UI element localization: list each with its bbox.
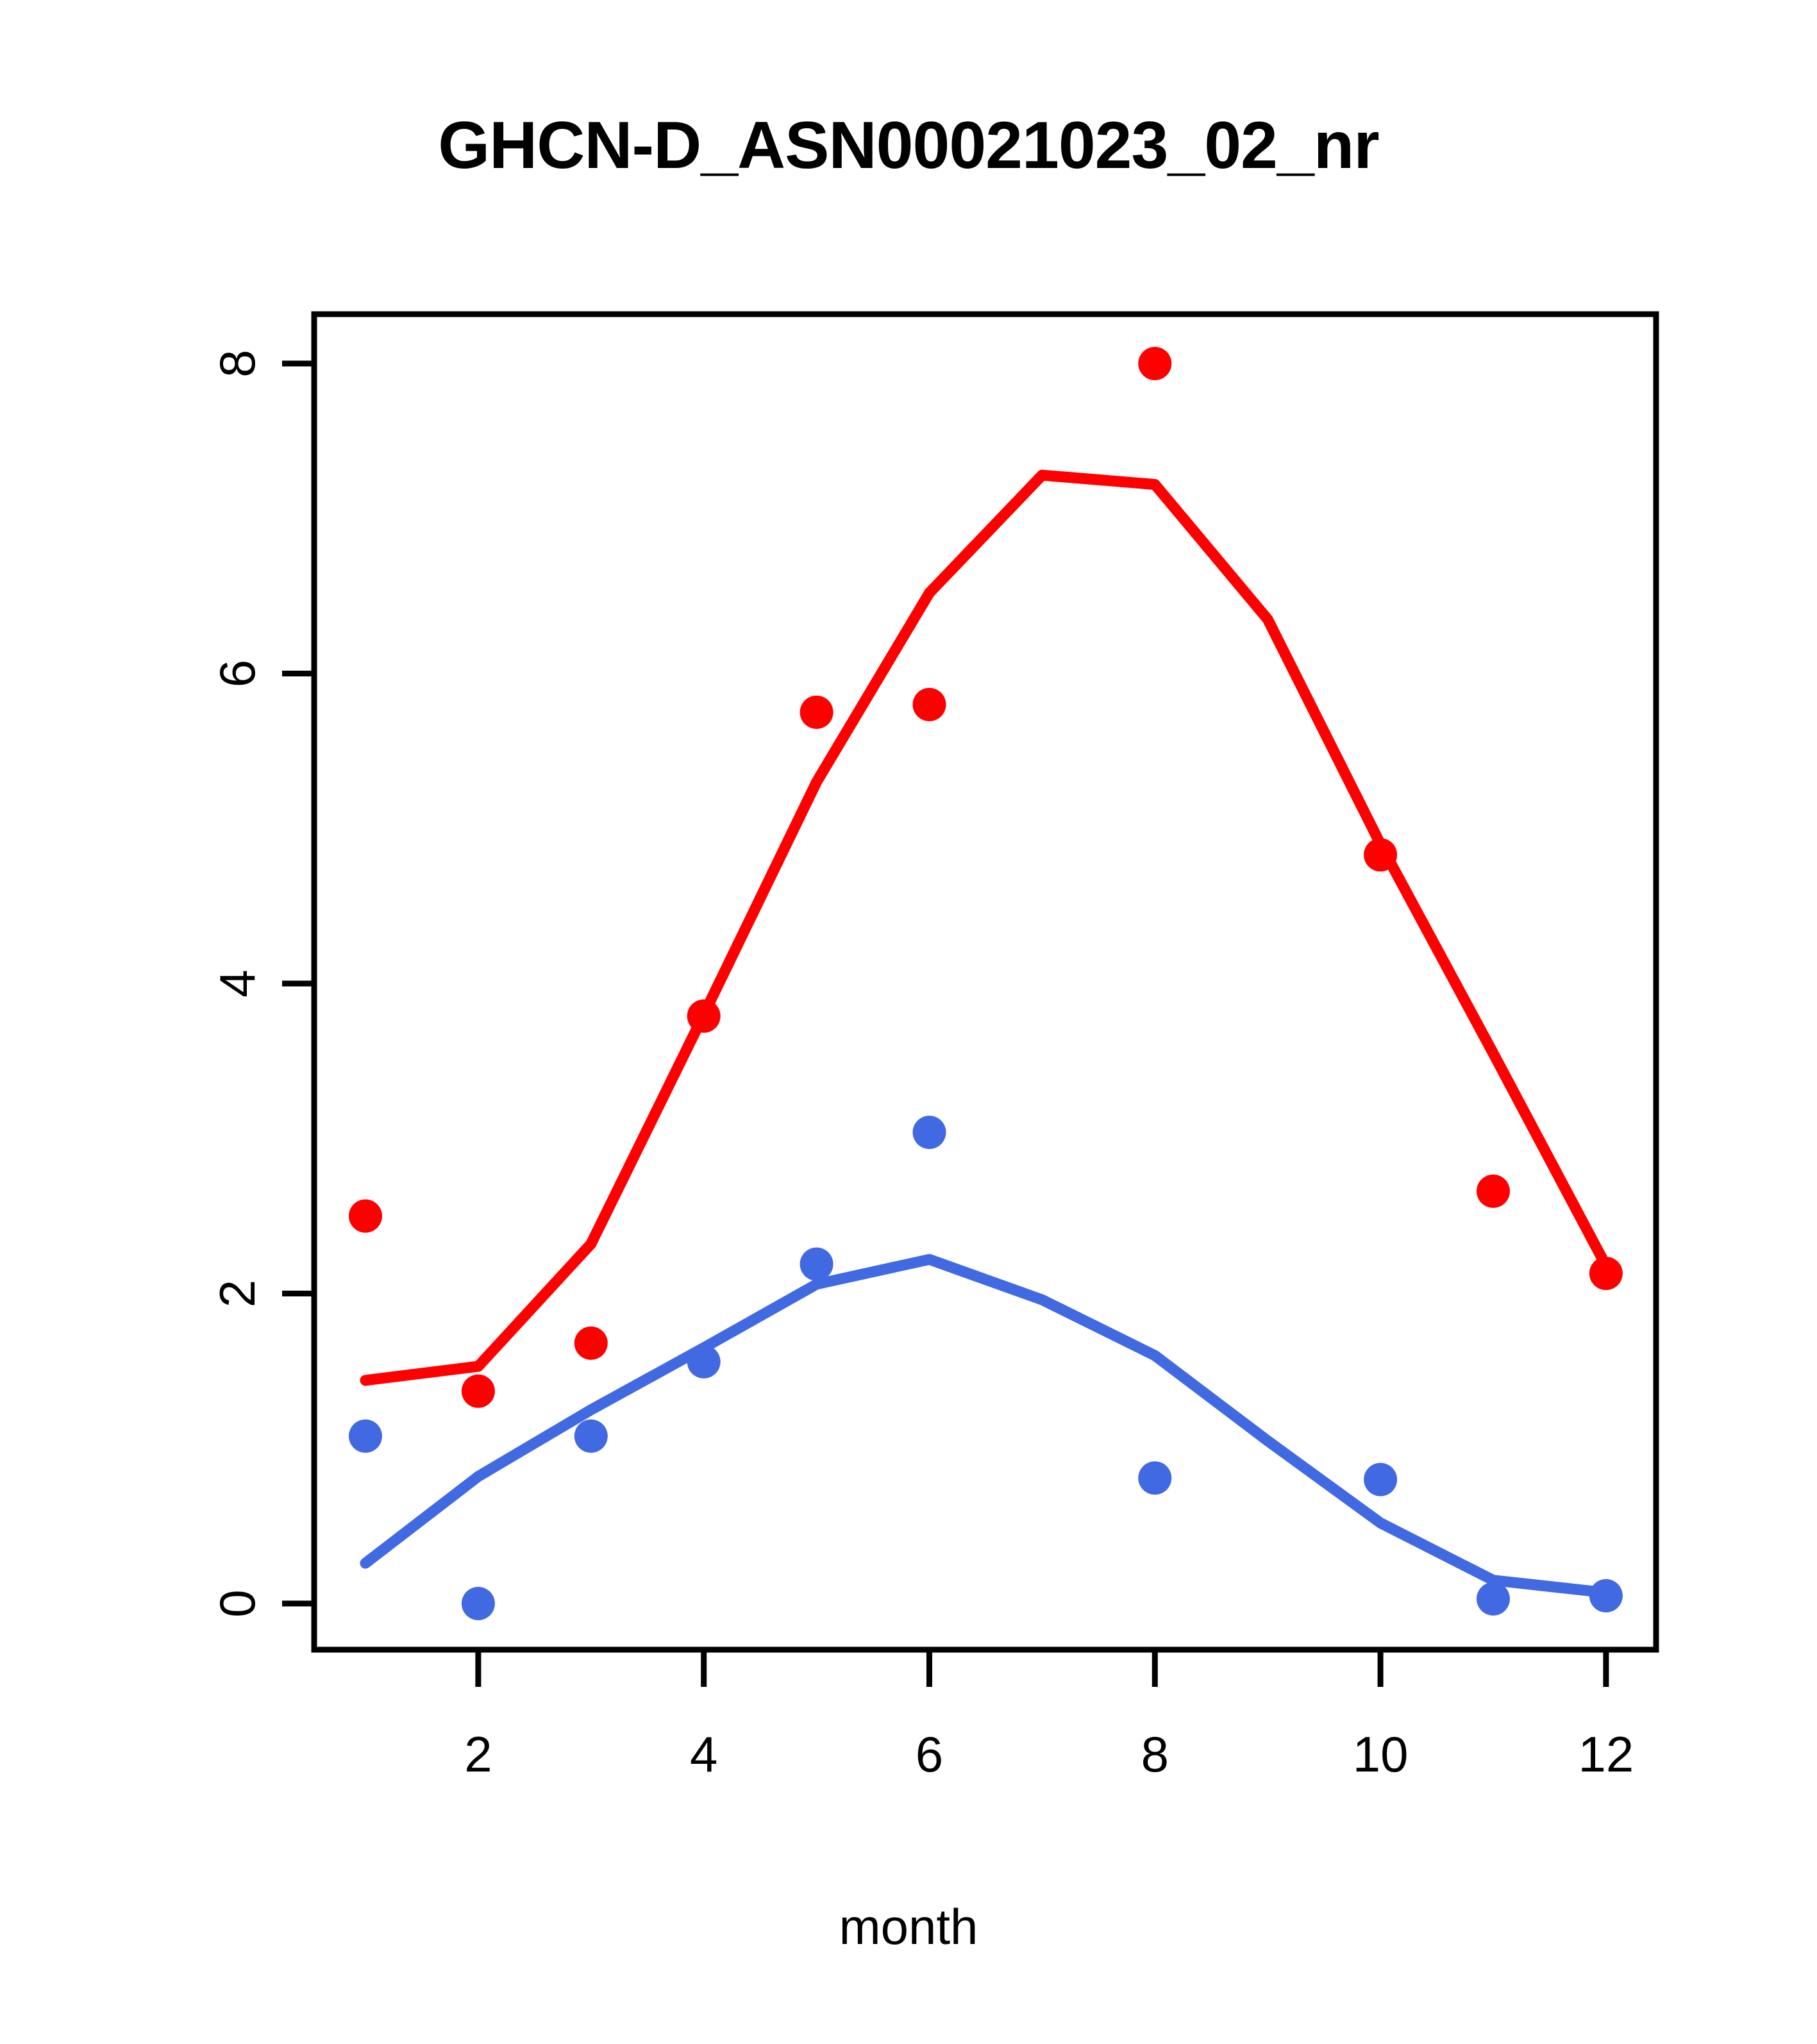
red-points-marker — [912, 687, 946, 721]
x-axis-label: month — [839, 1898, 978, 1955]
blue-points-marker — [349, 1419, 382, 1453]
y-tick-label-6: 6 — [209, 660, 265, 687]
x-tick-label-2: 2 — [464, 1726, 492, 1782]
x-tick-label-12: 12 — [1578, 1726, 1634, 1782]
red-points-marker — [574, 1326, 608, 1360]
y-tick-label-0: 0 — [209, 1589, 265, 1617]
blue-points-marker — [912, 1116, 946, 1150]
x-tick-label-10: 10 — [1353, 1726, 1409, 1782]
red-points-marker — [1589, 1257, 1623, 1291]
red-points-marker — [1138, 347, 1172, 380]
page-title: GHCN-D_ASN00021023_02_nr — [438, 108, 1379, 183]
blue-points-marker — [1364, 1462, 1398, 1496]
blue-points-marker — [1138, 1461, 1172, 1495]
blue-points-marker — [461, 1587, 495, 1620]
y-tick-label-2: 2 — [209, 1280, 265, 1307]
blue-points-marker — [574, 1419, 608, 1453]
blue-points-marker — [1477, 1582, 1510, 1616]
y-tick-label-4: 4 — [209, 969, 265, 997]
y-tick-label-8: 8 — [209, 349, 265, 377]
x-tick-label-4: 4 — [690, 1726, 717, 1782]
red-points-marker — [461, 1374, 495, 1408]
x-tick-label-8: 8 — [1141, 1726, 1169, 1782]
red-smooth — [360, 469, 1612, 1386]
red-points-marker — [1477, 1174, 1510, 1208]
x-tick-label-6: 6 — [916, 1726, 943, 1782]
blue-smooth — [360, 1253, 1612, 1598]
blue-points-marker — [800, 1247, 833, 1281]
red-points-marker — [349, 1199, 382, 1233]
red-points-marker — [800, 695, 833, 729]
